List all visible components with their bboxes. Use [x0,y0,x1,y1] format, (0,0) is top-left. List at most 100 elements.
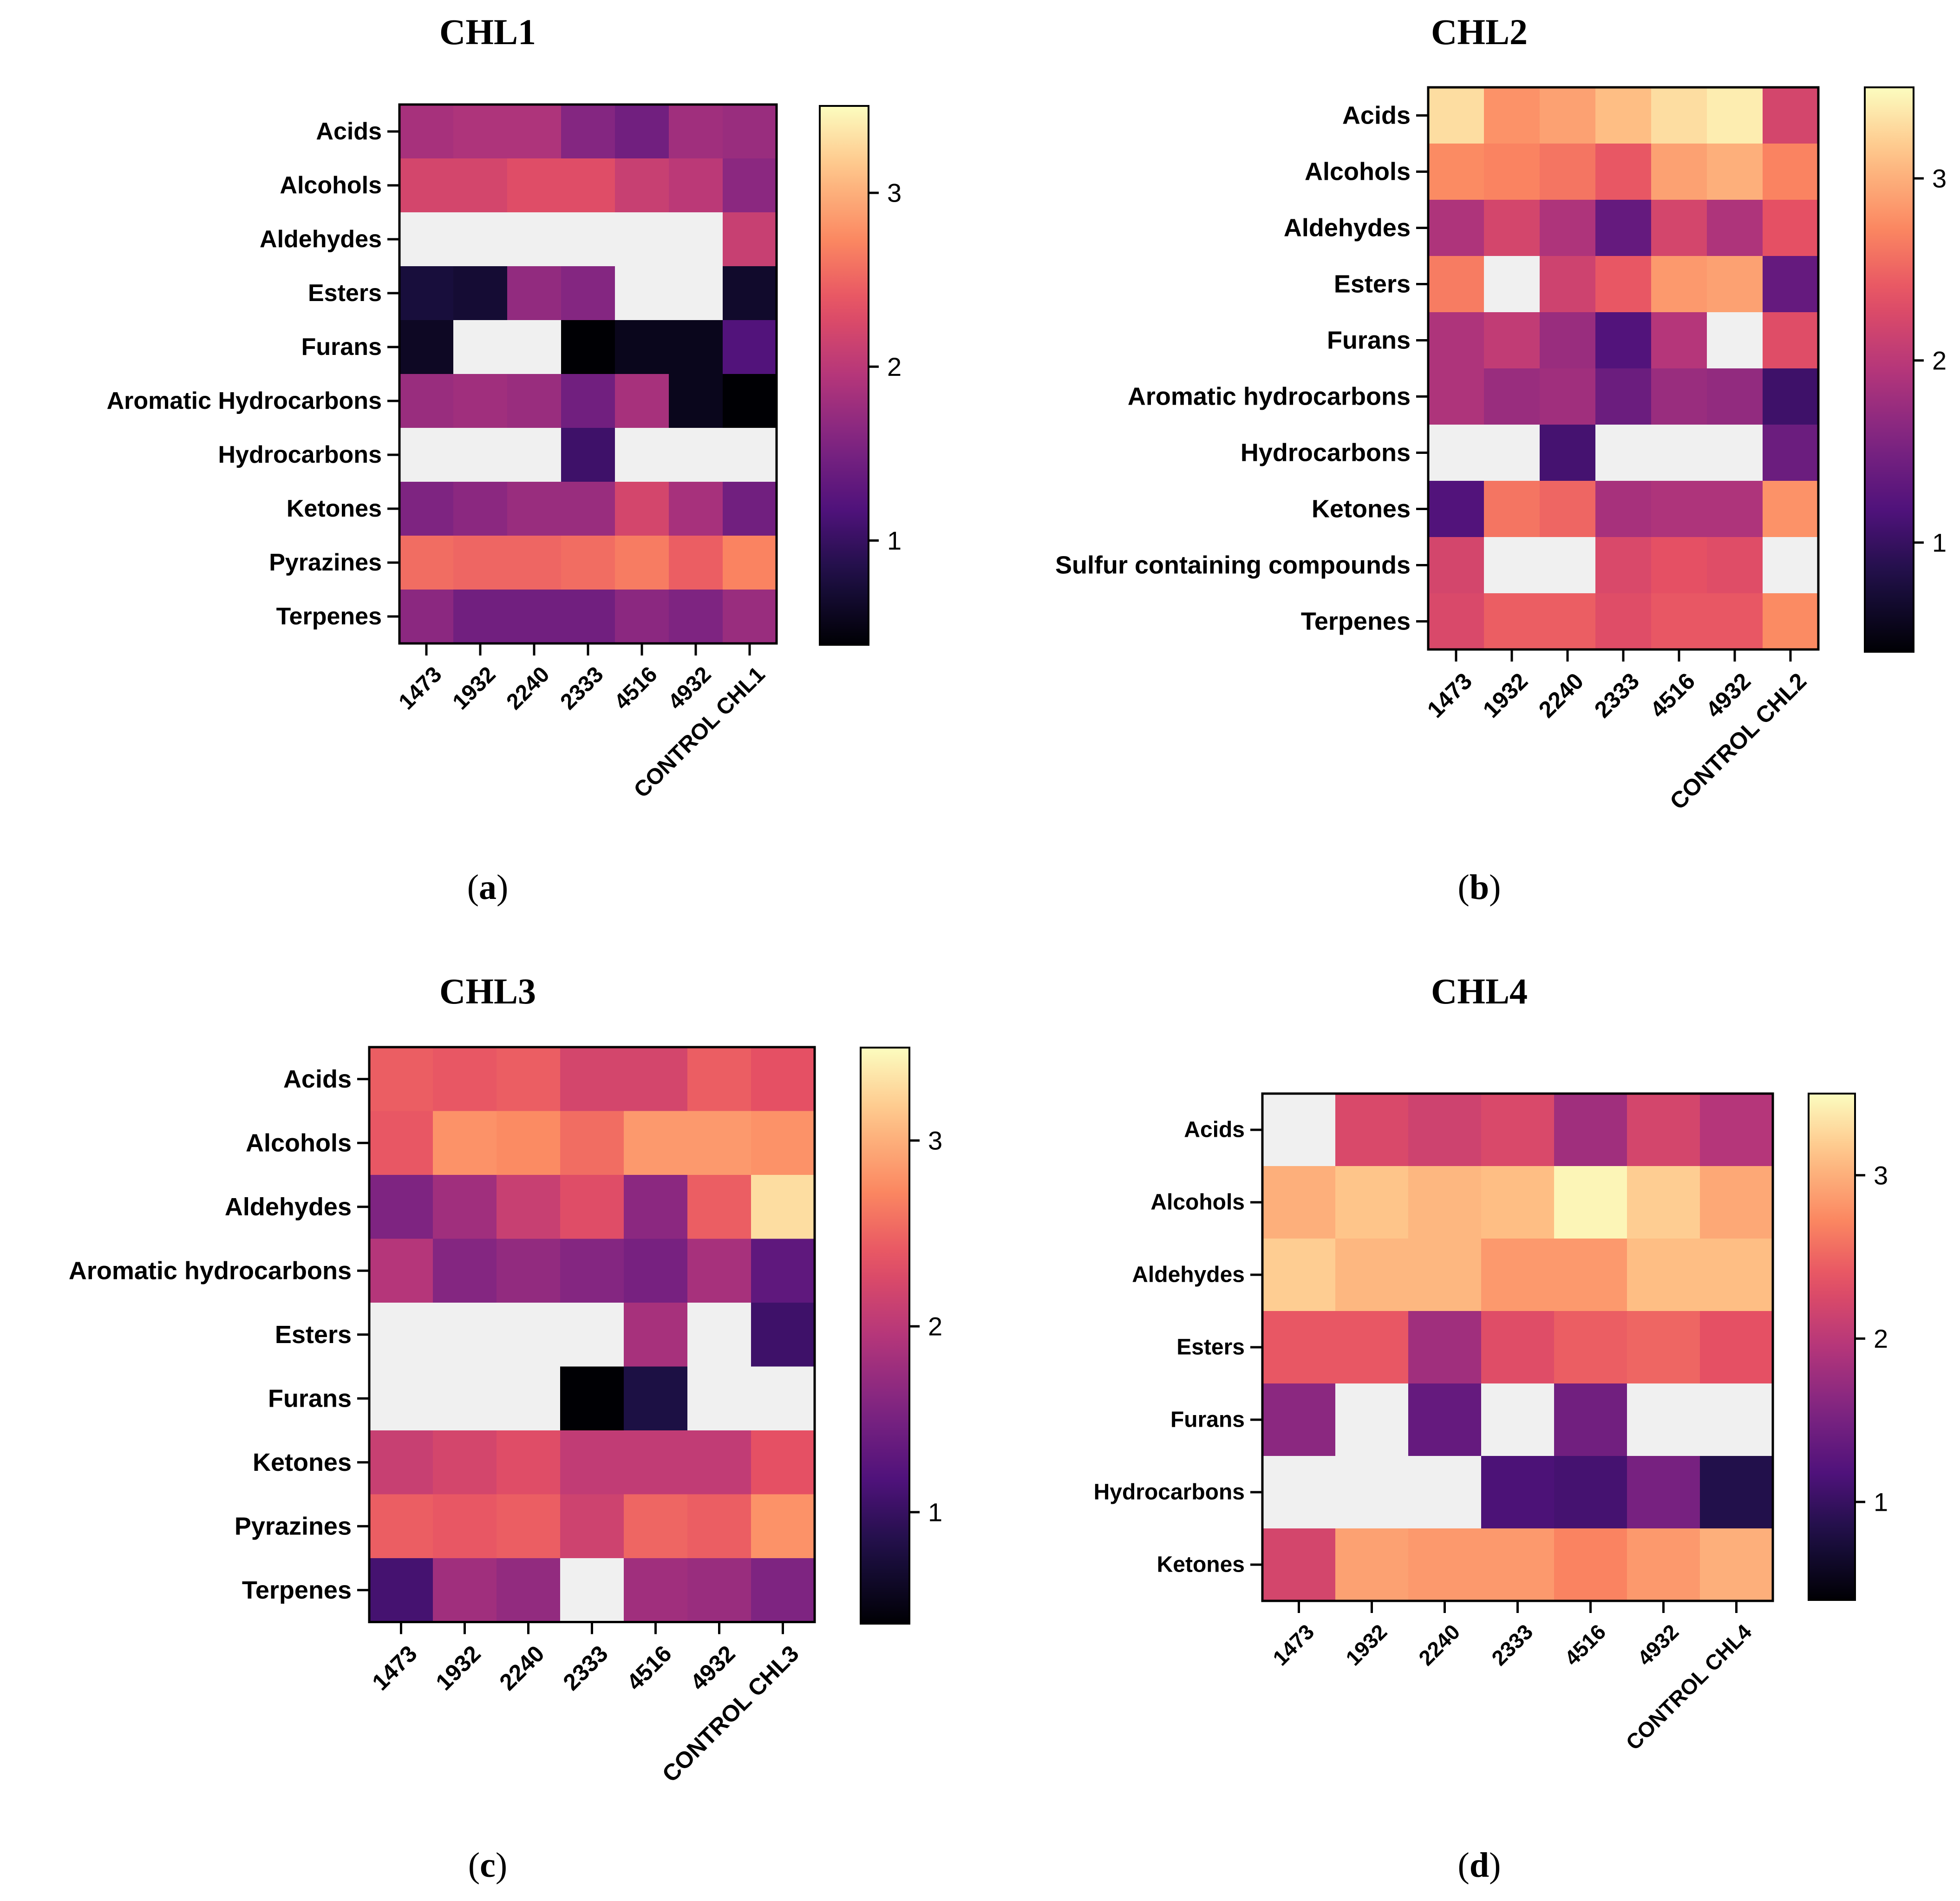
heatmap-cell-pyrazines-2333 [560,1494,624,1559]
heatmap-cell-ketones-2240 [1408,1528,1482,1601]
heatmap-cell-alcohols-1473 [369,1111,433,1175]
row-label-ketones: Ketones [1157,1553,1245,1577]
heatmap-cell-ketones-4932 [1707,481,1763,538]
heatmap-cell-sulfur-containing-compounds-4932 [1707,537,1763,594]
heatmap-cell-hydrocarbons-control-chl4 [1700,1456,1773,1529]
heatmap-cell-furans-4932 [1707,312,1763,369]
heatmap-cell-furans-2333 [560,1366,624,1431]
colorbar-gradient [860,1047,910,1625]
heatmap-cell-esters-4932 [669,266,723,321]
heatmap-cell-hydrocarbons-1473 [1428,425,1484,481]
heatmap-cell-hydrocarbons-2240 [507,428,562,482]
heatmap-cell-aromatic-hydrocarbons-4932 [687,1239,751,1303]
heatmap-cell-ketones-1932 [433,1430,497,1495]
heatmap-cells [398,103,778,645]
heatmap-cell-esters-1932 [433,1303,497,1367]
heatmap-cell-pyrazines-1473 [369,1494,433,1559]
heatmap-cell-terpenes-1473 [1428,593,1484,650]
row-label-alcohols: Alcohols [280,172,382,199]
heatmap-cell-aromatic-hydrocarbons-1473 [1428,368,1484,425]
row-label-alcohols: Alcohols [1305,158,1411,186]
heatmap-cell-esters-1932 [1484,256,1540,313]
heatmap-cell-hydrocarbons-1932 [1335,1456,1409,1529]
heatmap-cell-sulfur-containing-compounds-control-chl2 [1763,537,1819,594]
heatmap-cell-acids-1473 [1262,1094,1336,1167]
heatmap-cell-pyrazines-4932 [687,1494,751,1559]
heatmap-cell-alcohols-1932 [433,1111,497,1175]
heatmap-cell-pyrazines-4516 [624,1494,688,1559]
heatmap-cell-furans-2333 [561,320,615,374]
heatmap-cell-ketones-1473 [1262,1528,1336,1601]
heatmap-cell-esters-1932 [453,266,508,321]
heatmap-cell-aldehydes-control-chl3 [751,1175,815,1239]
heatmap-cell-alcohols-2240 [507,158,562,213]
heatmap-cell-aldehydes-4932 [687,1175,751,1239]
row-label-esters: Esters [308,280,382,307]
heatmap-cell-terpenes-1473 [369,1558,433,1623]
heatmap-cell-ketones-2333 [1595,481,1652,538]
heatmap-cell-aldehydes-control-chl2 [1763,200,1819,256]
row-label-ketones: Ketones [253,1449,352,1476]
heatmap-cell-acids-4516 [1651,87,1707,144]
panel-label: a [479,868,497,907]
heatmap-cell-acids-control-chl4 [1700,1094,1773,1167]
heatmap-cell-esters-2240 [1540,256,1596,313]
panel-caption: (c) [468,1846,507,1885]
heatmap-cell-acids-2333 [1481,1094,1555,1167]
heatmap-cells [1261,1092,1774,1602]
colorbar-tick-label: 2 [1874,1324,1888,1353]
heatmap-cell-terpenes-2240 [1540,593,1596,650]
heatmap-cell-aldehydes-2333 [560,1175,624,1239]
heatmap-cell-pyrazines-1932 [453,536,508,590]
heatmap-cell-pyrazines-2333 [561,536,615,590]
heatmap-cell-acids-4516 [1554,1094,1627,1167]
heatmap-cell-esters-1473 [399,266,454,321]
heatmap-cell-esters-1473 [369,1303,433,1367]
heatmap-cell-alcohols-2240 [497,1111,561,1175]
row-label-furans: Furans [1327,327,1411,354]
heatmap-cell-esters-1473 [1428,256,1484,313]
heatmap-cell-aldehydes-4516 [615,212,669,267]
colorbar-tick-label: 2 [887,352,902,381]
heatmap-cell-hydrocarbons-4932 [1707,425,1763,481]
heatmap-cell-furans-1473 [369,1366,433,1431]
heatmap-cell-furans-4932 [687,1366,751,1431]
heatmap-cell-acids-control-chl1 [723,105,777,159]
heatmap-cell-aromatic-hydrocarbons-2240 [497,1239,561,1303]
heatmap-cell-alcohols-4516 [1651,144,1707,200]
heatmap-cell-ketones-2333 [560,1430,624,1495]
heatmap-cell-hydrocarbons-2333 [1595,425,1652,481]
heatmap-cell-pyrazines-2240 [507,536,562,590]
heatmap-cell-pyrazines-4932 [669,536,723,590]
heatmap-cell-acids-2240 [1540,87,1596,144]
heatmap-cell-hydrocarbons-4932 [669,428,723,482]
heatmap-cell-esters-control-chl3 [751,1303,815,1367]
heatmap-cell-terpenes-2240 [507,590,562,644]
row-label-esters: Esters [275,1321,352,1349]
heatmap-cell-esters-2333 [1481,1311,1555,1384]
heatmap-cell-sulfur-containing-compounds-4516 [1651,537,1707,594]
heatmap-cell-hydrocarbons-4516 [1554,1456,1627,1529]
heatmap-cell-acids-4516 [615,105,669,159]
heatmap-cell-aromatic-hydrocarbons-1473 [399,374,454,428]
colorbar: 1 2 3 [1864,86,1947,653]
heatmap-cell-acids-1473 [399,105,454,159]
heatmap-cell-esters-1932 [1335,1311,1409,1384]
heatmap-cell-alcohols-4932 [687,1111,751,1175]
colorbar-tick-label: 1 [1932,528,1947,557]
heatmap-cell-esters-4932 [1707,256,1763,313]
row-label-hydrocarbons: Hydrocarbons [1094,1480,1245,1505]
heatmap-cell-alcohols-1932 [1335,1166,1409,1239]
heatmap-cell-acids-control-chl3 [751,1047,815,1112]
heatmap-cell-sulfur-containing-compounds-2240 [1540,537,1596,594]
heatmap-cell-alcohols-2333 [560,1111,624,1175]
heatmap-cell-terpenes-4932 [669,590,723,644]
heatmap-cell-acids-2333 [560,1047,624,1112]
heatmap-cell-alcohols-2240 [1540,144,1596,200]
row-labels: Acids Alcohols Aldehydes Aromatic hydrocarb… [69,1065,369,1604]
heatmap-cell-terpenes-2240 [497,1558,561,1623]
heatmap-cell-furans-1932 [1484,312,1540,369]
heatmap-cell-esters-4516 [624,1303,688,1367]
row-label-aromatic-hydrocarbons: Aromatic hydrocarbons [1128,383,1411,411]
heatmap-cell-aldehydes-4516 [1651,200,1707,256]
